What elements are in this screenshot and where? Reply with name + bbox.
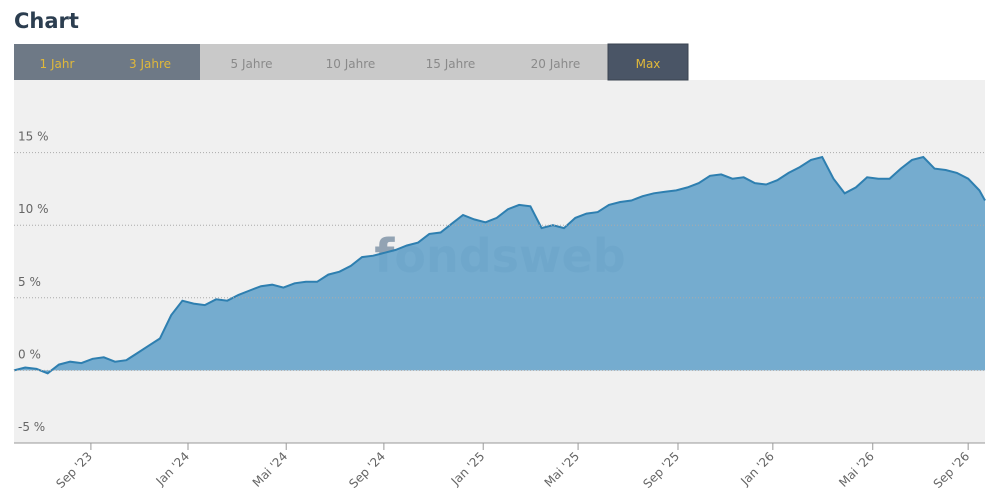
range-tab bbox=[200, 44, 303, 80]
range-tab-label: 20 Jahre bbox=[531, 57, 581, 71]
range-tab[interactable] bbox=[100, 44, 200, 80]
x-tick-label: Mai '24 bbox=[250, 449, 291, 490]
x-tick-label: Sep '23 bbox=[53, 449, 95, 491]
range-tab[interactable] bbox=[607, 43, 689, 81]
area-fill bbox=[14, 157, 985, 374]
y-tick-label: 5 % bbox=[18, 275, 41, 289]
x-tick-label: Sep '25 bbox=[640, 449, 682, 491]
y-tick-label: 0 % bbox=[18, 347, 41, 361]
range-tab-label: 5 Jahre bbox=[231, 57, 273, 71]
x-tick-label: Mai '25 bbox=[542, 449, 583, 490]
range-tab bbox=[503, 44, 608, 80]
range-tab-label[interactable]: 3 Jahre bbox=[129, 57, 171, 71]
y-tick-label: 10 % bbox=[18, 202, 49, 216]
range-tab-label[interactable]: Max bbox=[636, 57, 661, 71]
y-tick-label: 15 % bbox=[18, 130, 49, 144]
x-tick-label: Sep '24 bbox=[346, 449, 388, 491]
y-tick-label: -5 % bbox=[18, 420, 45, 434]
range-tab bbox=[303, 44, 398, 80]
range-tab-label: 15 Jahre bbox=[426, 57, 476, 71]
x-tick-label: Jan '25 bbox=[448, 449, 488, 489]
range-tab-label[interactable]: 1 Jahr bbox=[40, 57, 75, 71]
chart-title: Chart bbox=[14, 9, 79, 33]
range-tab bbox=[398, 44, 503, 80]
x-tick-label: Mai '26 bbox=[836, 449, 877, 490]
x-tick-label: Jan '24 bbox=[153, 449, 193, 489]
x-tick-label: Jan '26 bbox=[737, 449, 777, 489]
range-tab[interactable] bbox=[14, 44, 100, 80]
area-line bbox=[13, 155, 986, 375]
x-tick-label: Sep '26 bbox=[931, 449, 973, 491]
range-tab-label: 10 Jahre bbox=[326, 57, 376, 71]
